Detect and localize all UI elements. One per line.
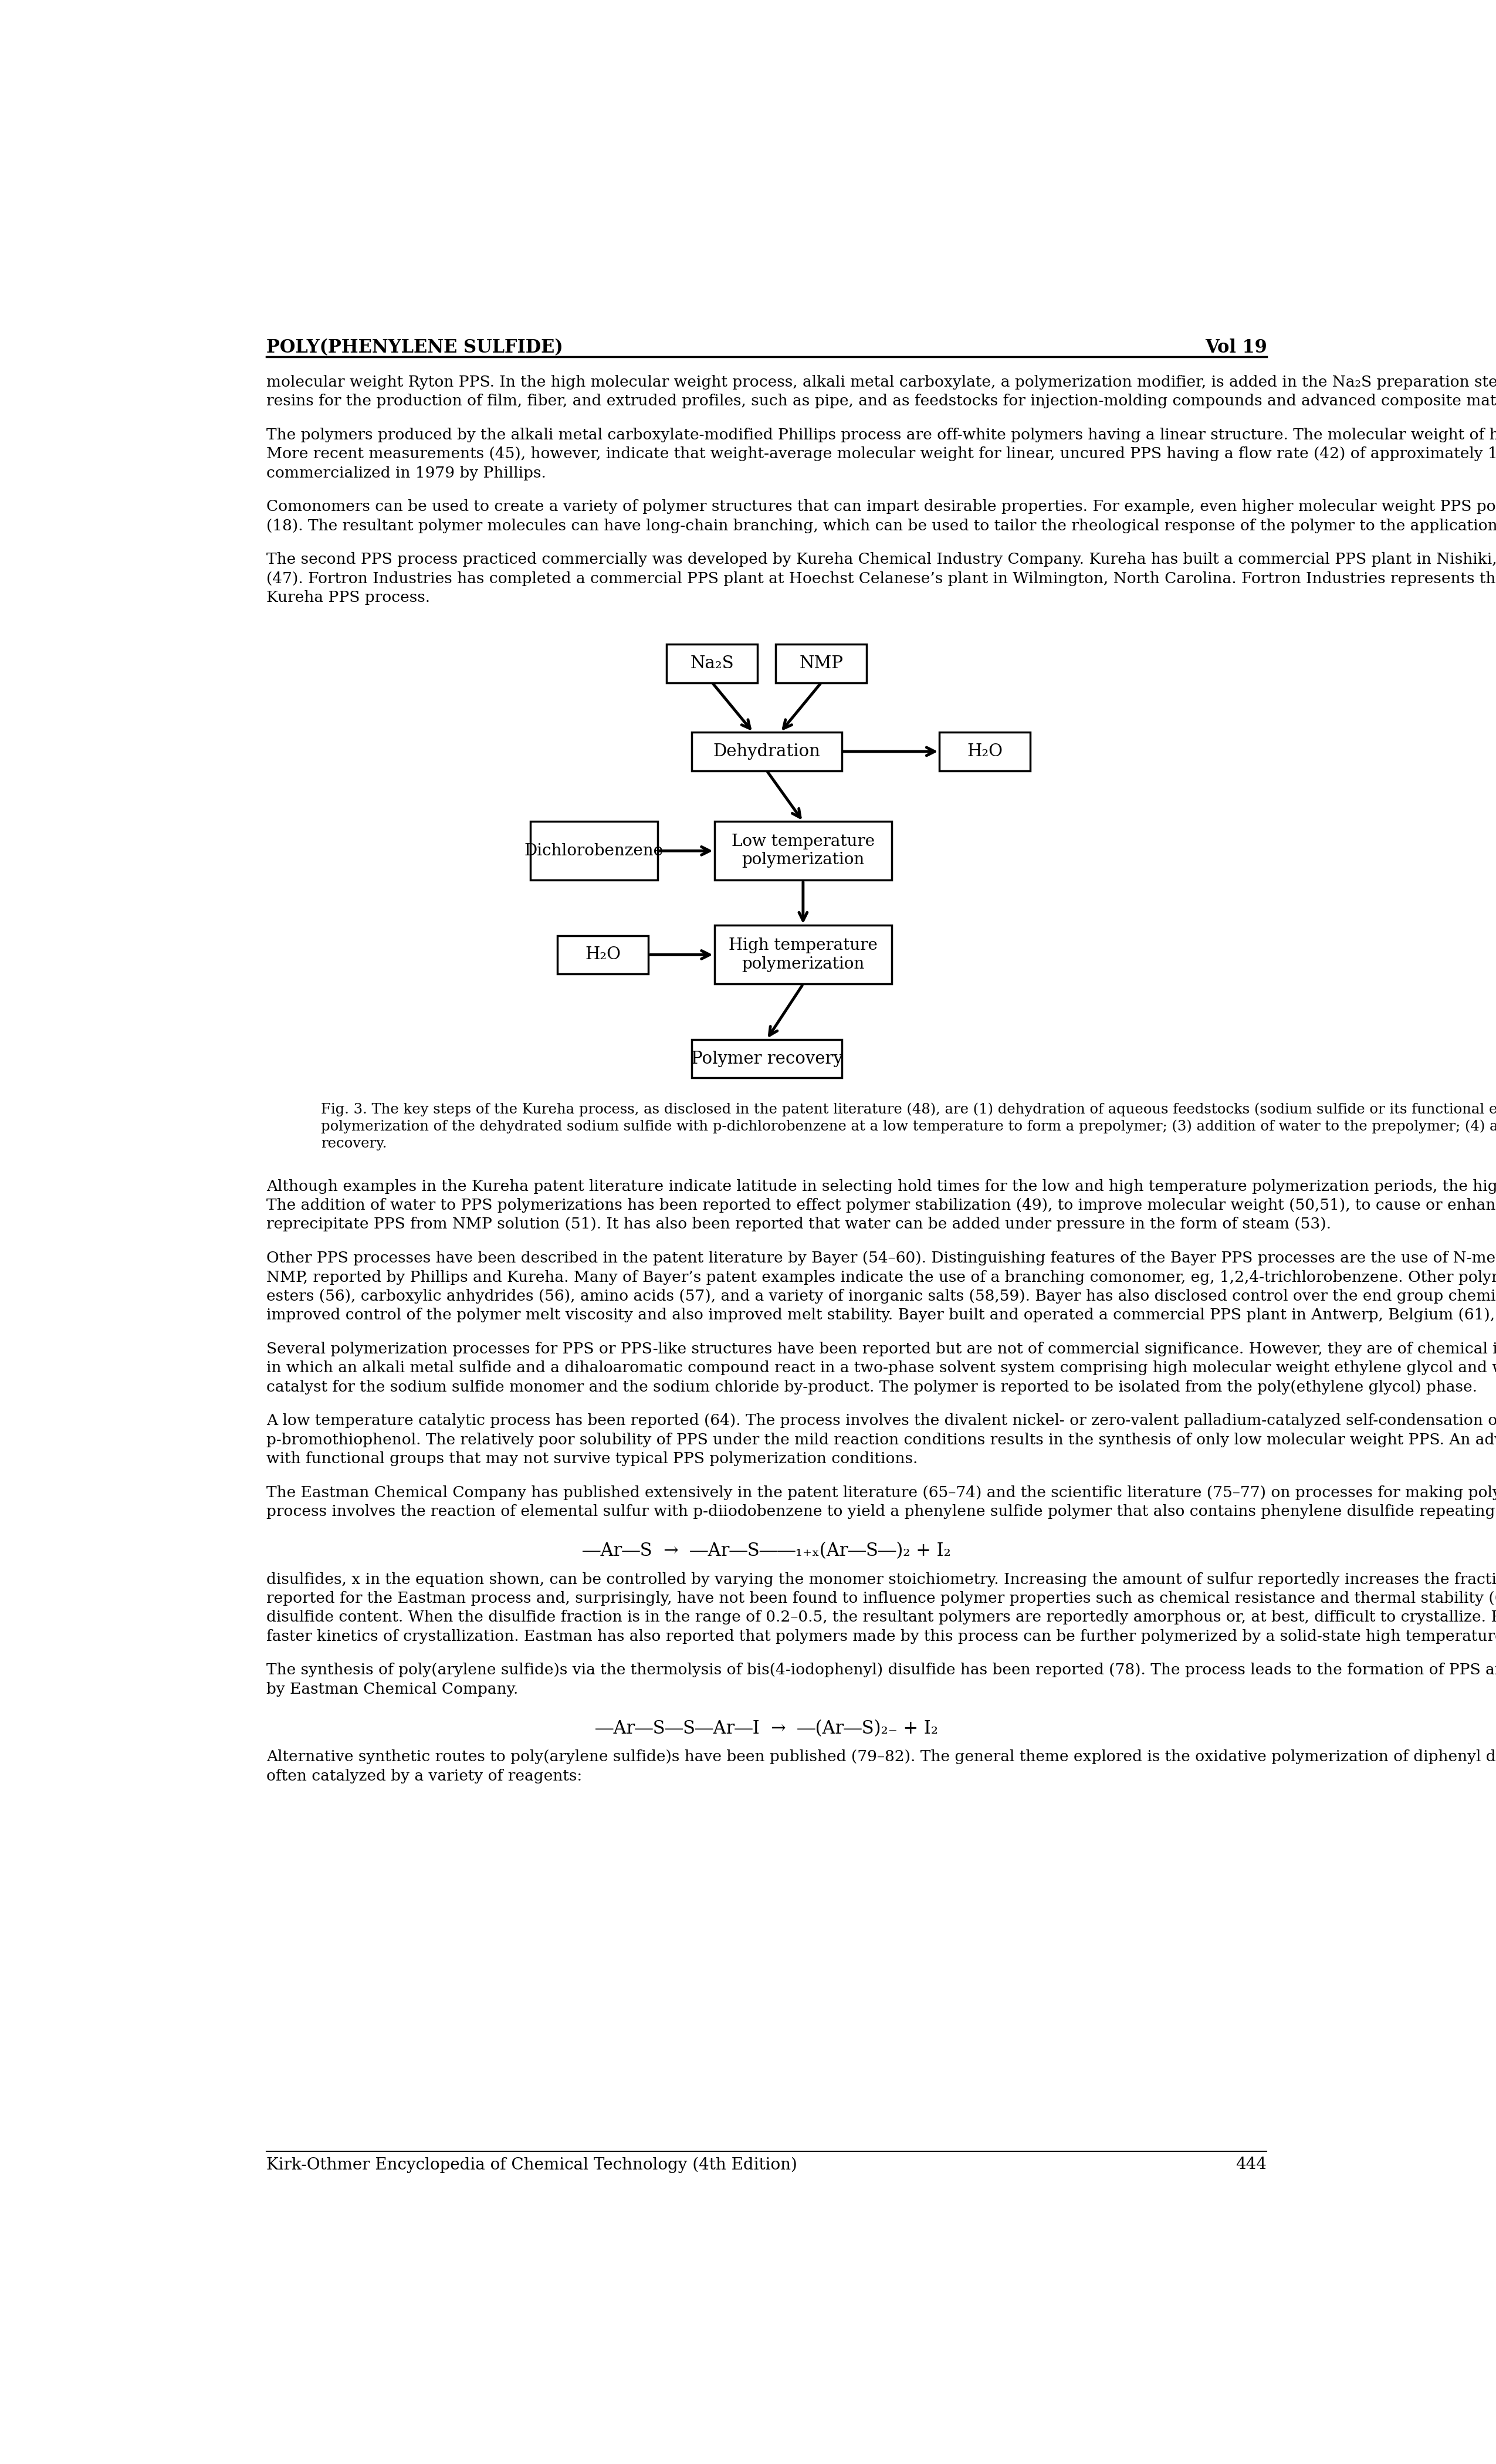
Text: The addition of water to PPS polymerizations has been reported to effect polymer: The addition of water to PPS polymerizat… [266,1198,1496,1212]
Text: process involves the reaction of elemental sulfur with p-diiodobenzene to yield : process involves the reaction of element… [266,1506,1496,1518]
Text: by Eastman Chemical Company.: by Eastman Chemical Company. [266,1683,519,1698]
Text: Vol 19: Vol 19 [1204,338,1267,357]
Text: Alternative synthetic routes to poly(arylene sulfide)s have been published (79–8: Alternative synthetic routes to poly(ary… [266,1749,1496,1764]
Text: resins for the production of film, fiber, and extruded profiles, such as pipe, a: resins for the production of film, fiber… [266,394,1496,409]
Bar [667,643,757,683]
Text: reprecipitate PPS from NMP solution (51). It has also been reported that water c: reprecipitate PPS from NMP solution (51)… [266,1217,1331,1232]
Bar [715,821,892,880]
Text: H₂O: H₂O [585,946,621,963]
Text: Several polymerization processes for PPS or PPS-like structures have been report: Several polymerization processes for PPS… [266,1343,1496,1355]
Text: Dehydration: Dehydration [714,744,820,759]
Text: Na₂S: Na₂S [690,655,735,673]
Text: catalyst for the sodium sulfide monomer and the sodium chloride by-product. The : catalyst for the sodium sulfide monomer … [266,1380,1478,1395]
Text: POLY(PHENYLENE SULFIDE): POLY(PHENYLENE SULFIDE) [266,338,564,357]
Text: p-bromothiophenol. The relatively poor solubility of PPS under the mild reaction: p-bromothiophenol. The relatively poor s… [266,1432,1496,1446]
Text: often catalyzed by a variety of reagents:: often catalyzed by a variety of reagents… [266,1769,582,1784]
Text: Dichlorobenzene: Dichlorobenzene [525,843,663,860]
Text: The synthesis of poly(arylene sulfide)s via the thermolysis of bis(4-iodophenyl): The synthesis of poly(arylene sulfide)s … [266,1663,1496,1678]
Bar [691,1040,842,1077]
Text: in which an alkali metal sulfide and a dihaloaromatic compound react in a two-ph: in which an alkali metal sulfide and a d… [266,1360,1496,1375]
Text: (47). Fortron Industries has completed a commercial PPS plant at Hoechst Celanes: (47). Fortron Industries has completed a… [266,572,1496,586]
Bar [691,732,842,771]
Text: with functional groups that may not survive typical PPS polymerization condition: with functional groups that may not surv… [266,1451,919,1466]
Text: faster kinetics of crystallization. Eastman has also reported that polymers made: faster kinetics of crystallization. East… [266,1629,1496,1643]
Text: improved control of the polymer melt viscosity and also improved melt stability.: improved control of the polymer melt vis… [266,1308,1496,1323]
Text: disulfides, x in the equation shown, can be controlled by varying the monomer st: disulfides, x in the equation shown, can… [266,1572,1496,1587]
Text: ―Ar―S―S―Ar―I  →  ―(Ar―S)₂₋ + I₂: ―Ar―S―S―Ar―I → ―(Ar―S)₂₋ + I₂ [595,1720,938,1737]
Text: More recent measurements (45), however, indicate that weight-average molecular w: More recent measurements (45), however, … [266,446,1496,461]
Text: reported for the Eastman process and, surprisingly, have not been found to influ: reported for the Eastman process and, su… [266,1592,1496,1607]
Text: Fig. 3. The key steps of the Kureha process, as disclosed in the patent literatu: Fig. 3. The key steps of the Kureha proc… [322,1104,1496,1116]
Text: A low temperature catalytic process has been reported (64). The process involves: A low temperature catalytic process has … [266,1414,1496,1429]
Text: Kureha PPS process.: Kureha PPS process. [266,591,431,604]
Text: NMP, reported by Phillips and Kureha. Many of Bayer’s patent examples indicate t: NMP, reported by Phillips and Kureha. Ma… [266,1269,1496,1284]
Text: Although examples in the Kureha patent literature indicate latitude in selecting: Although examples in the Kureha patent l… [266,1180,1496,1193]
Text: Comonomers can be used to create a variety of polymer structures that can impart: Comonomers can be used to create a varie… [266,500,1496,515]
Text: Other PPS processes have been described in the patent literature by Bayer (54–60: Other PPS processes have been described … [266,1252,1496,1266]
Text: molecular weight Ryton PPS. In the high molecular weight process, alkali metal c: molecular weight Ryton PPS. In the high … [266,375,1496,389]
Text: The Eastman Chemical Company has published extensively in the patent literature : The Eastman Chemical Company has publish… [266,1486,1496,1501]
Text: commercialized in 1979 by Phillips.: commercialized in 1979 by Phillips. [266,466,546,480]
Bar [530,821,658,880]
Text: (18). The resultant polymer molecules can have long-chain branching, which can b: (18). The resultant polymer molecules ca… [266,517,1496,532]
Text: Polymer recovery: Polymer recovery [691,1050,842,1067]
Bar [558,936,648,973]
Bar [776,643,866,683]
Text: polymerization of the dehydrated sodium sulfide with p-dichlorobenzene at a low : polymerization of the dehydrated sodium … [322,1119,1496,1133]
Text: recovery.: recovery. [322,1136,387,1151]
Text: ―Ar―S  →  ―Ar―S――₁₊ₓ(Ar―S―)₂ + I₂: ―Ar―S → ―Ar―S――₁₊ₓ(Ar―S―)₂ + I₂ [582,1542,951,1560]
Text: Low temperature
polymerization: Low temperature polymerization [732,833,875,867]
Text: 444: 444 [1236,2156,1267,2173]
Text: esters (56), carboxylic anhydrides (56), amino acids (57), and a variety of inor: esters (56), carboxylic anhydrides (56),… [266,1289,1496,1303]
Text: The second PPS process practiced commercially was developed by Kureha Chemical I: The second PPS process practiced commerc… [266,552,1496,567]
Text: High temperature
polymerization: High temperature polymerization [729,939,878,971]
Text: Kirk-Othmer Encyclopedia of Chemical Technology (4th Edition): Kirk-Othmer Encyclopedia of Chemical Tec… [266,2156,797,2173]
Text: NMP: NMP [799,655,844,673]
Text: H₂O: H₂O [966,744,1002,759]
Bar [939,732,1031,771]
Text: disulfide content. When the disulfide fraction is in the range of 0.2–0.5, the r: disulfide content. When the disulfide fr… [266,1609,1496,1624]
Text: The polymers produced by the alkali metal carboxylate-modified Phillips process : The polymers produced by the alkali meta… [266,429,1496,441]
Bar [715,926,892,983]
